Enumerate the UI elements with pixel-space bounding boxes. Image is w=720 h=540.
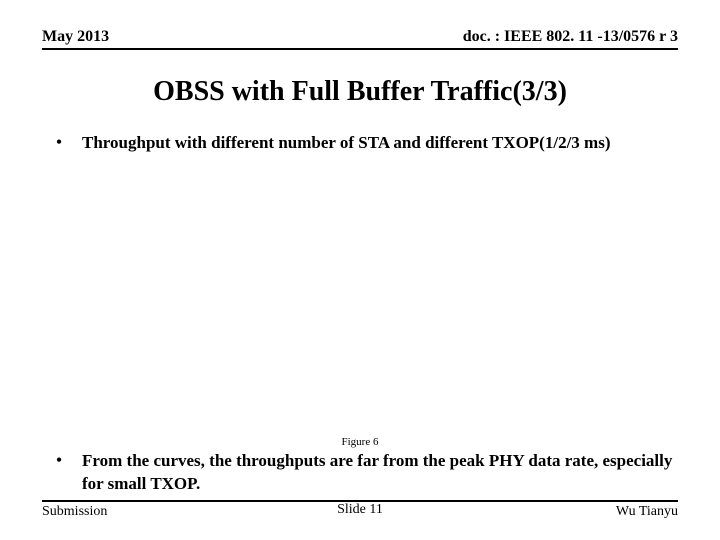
figure-caption: Figure 6: [42, 436, 678, 448]
header-doc-id: doc. : IEEE 802. 11 -13/0576 r 3: [463, 28, 678, 46]
footer-slide-number: Slide 11: [42, 502, 678, 518]
bullet-text: From the curves, the throughputs are far…: [82, 450, 678, 496]
header-date: May 2013: [42, 28, 109, 46]
slide-page: May 2013 doc. : IEEE 802. 11 -13/0576 r …: [0, 0, 720, 540]
header-bar: May 2013 doc. : IEEE 802. 11 -13/0576 r …: [42, 28, 678, 50]
bullet-item: • Throughput with different number of ST…: [42, 132, 678, 155]
figure-placeholder: [42, 155, 678, 436]
bullet-text: Throughput with different number of STA …: [82, 132, 678, 155]
body-region: • Throughput with different number of ST…: [42, 132, 678, 496]
bullet-marker: •: [50, 450, 68, 472]
bullet-item: • From the curves, the throughputs are f…: [42, 450, 678, 496]
bullet-marker: •: [50, 132, 68, 154]
footer-bar: Slide 11 Submission Wu Tianyu: [42, 502, 678, 522]
slide-title: OBSS with Full Buffer Traffic(3/3): [42, 76, 678, 108]
